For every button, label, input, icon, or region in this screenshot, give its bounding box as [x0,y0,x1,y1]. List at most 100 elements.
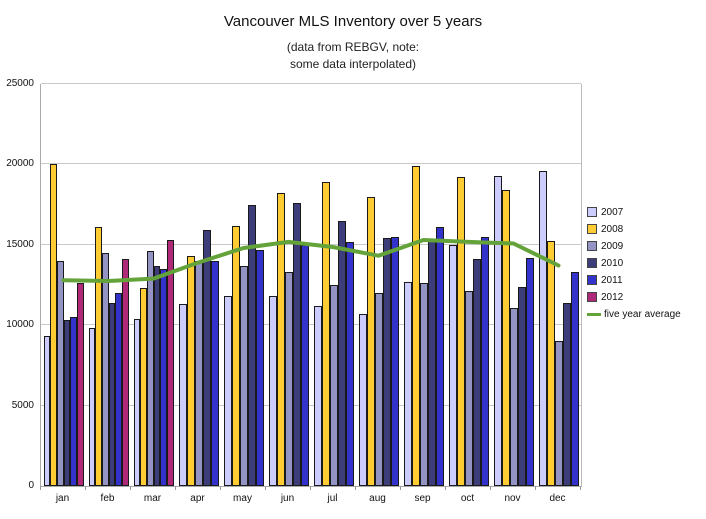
bar-2011-nov [525,257,534,486]
bar-2009-feb [101,252,109,486]
gridline-10000 [41,324,581,326]
legend-swatch-2008 [587,224,597,234]
x-axis-tick-mark [535,486,536,490]
bar-2010-dec [562,302,571,486]
gridline-5000 [41,404,581,406]
legend-item-2008: 2008 [587,223,681,235]
x-axis-tick-mark [85,486,86,490]
bar-2010-feb [108,302,116,486]
month-group-nov [491,84,536,486]
x-axis-tick-mark [220,486,221,490]
bar-2008-dec [546,240,555,486]
legend-label: 2011 [601,274,623,286]
legend-swatch-2009 [587,241,597,251]
bar-groups [41,84,581,486]
x-axis-tick-mark [400,486,401,490]
bar-2008-jun [276,193,285,486]
x-axis-tick-mark [310,486,311,490]
bar-2009-mar [146,251,154,486]
bar-2009-jan [56,260,64,486]
x-axis-tick-label-apr: apr [190,493,205,504]
y-axis-tick-label: 5000 [11,399,34,411]
bar-2011-sep [435,227,444,486]
x-axis-tick-label-sep: sep [414,493,431,504]
bar-2010-may [247,204,256,486]
x-axis-tick-label-nov: nov [504,493,521,504]
bar-2010-apr [202,230,211,486]
bar-2010-oct [472,259,481,486]
bar-2008-mar [140,288,147,486]
bar-2008-apr [186,256,195,486]
bar-2011-aug [390,236,399,486]
x-axis-tick-label-dec: dec [549,493,566,504]
legend-label: five year average [604,308,681,320]
bar-2011-jul [345,241,354,486]
legend-item-2009: 2009 [587,240,681,252]
bar-2012-feb [121,259,129,486]
bar-2009-jun [284,272,293,486]
month-group-sep [401,84,446,486]
month-group-apr [176,84,221,486]
legend-label: 2010 [601,257,624,269]
x-axis-tick-mark [40,486,41,490]
bar-2010-sep [427,240,436,486]
y-axis-tick-label: 15000 [6,238,34,250]
x-axis-tick-label-feb: feb [100,493,115,504]
x-axis-tick-mark [355,486,356,490]
legend-swatch-2011 [587,275,597,285]
bar-2007-jul [313,305,322,486]
x-axis-tick-mark [130,486,131,490]
bar-2008-may [231,225,240,486]
month-group-jun [266,84,311,486]
x-axis-tick-label-aug: aug [369,493,386,504]
legend-swatch-2012 [587,292,597,302]
y-axis-tick-label: 20000 [6,158,34,170]
x-axis-tick-mark [580,486,581,490]
x-axis-tick-mark [265,486,266,490]
legend-swatch-2010 [587,258,597,268]
bar-2007-jan [43,336,51,486]
x-axis-tick-label-oct: oct [460,493,475,504]
legend-item-2011: 2011 [587,274,681,286]
legend-line-swatch-five-year-average [587,312,601,316]
bar-2007-mar [133,318,141,486]
plot-area [40,83,582,487]
month-group-jan [41,84,86,486]
bar-2010-jun [292,203,301,486]
bar-2007-apr [178,304,187,486]
bar-2011-may [255,249,264,486]
bar-2009-apr [194,260,203,486]
bar-2011-mar [160,268,167,486]
chart-subtitle: (data from REBGV, note: some data interp… [0,39,706,73]
bar-2012-mar [166,239,174,486]
bar-2009-dec [554,341,563,486]
month-group-mar [131,84,176,486]
bar-2009-sep [419,283,428,486]
bar-2011-oct [480,236,489,486]
legend-label: 2009 [601,240,624,252]
month-group-may [221,84,266,486]
bar-2007-may [223,296,232,486]
bar-2007-dec [538,170,547,486]
bar-2009-jul [329,285,338,486]
bar-2010-nov [517,286,526,486]
legend-item-2007: 2007 [587,206,681,218]
chart-subtitle-line1: (data from REBGV, note: [286,40,420,54]
bar-2009-aug [374,293,383,486]
bar-2010-aug [382,238,391,486]
legend-label: 2012 [601,291,624,303]
bar-2007-oct [448,244,457,486]
bar-2009-may [239,265,248,486]
y-axis-tick-label: 0 [28,480,34,491]
bar-2010-jan [63,320,71,486]
month-group-feb [86,84,131,486]
bar-2008-feb [95,227,102,486]
bar-2011-apr [210,260,219,486]
bar-2007-jun [268,296,277,486]
bar-2011-jun [300,244,309,486]
month-group-dec [536,84,581,486]
bar-2009-oct [464,291,473,486]
legend-label: 2008 [601,223,624,235]
bar-2007-nov [493,175,502,486]
